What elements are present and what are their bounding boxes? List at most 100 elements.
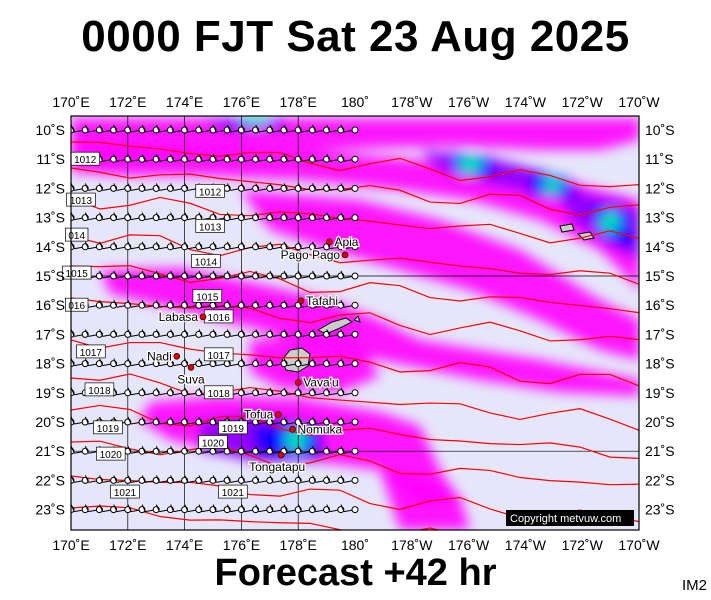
wind-barb xyxy=(127,329,146,338)
wind-barb-flag xyxy=(141,387,146,395)
wind-barb xyxy=(71,214,75,222)
wind-barb-flag xyxy=(241,212,246,220)
wind-barb-flag xyxy=(326,329,331,337)
wind-barb-flag xyxy=(312,300,317,308)
wind-barb-flag xyxy=(170,387,175,395)
place-name: Suva xyxy=(177,372,205,386)
wind-barb xyxy=(71,360,75,368)
place-dot xyxy=(294,379,302,386)
wind-barb-flag xyxy=(269,124,274,133)
place-marker: Nomuka xyxy=(289,421,344,438)
wind-barb xyxy=(99,329,118,338)
wind-barb-flag xyxy=(71,212,75,220)
wind-barb-flag xyxy=(113,475,118,483)
isobar-label-text: 1021 xyxy=(222,488,245,499)
wind-barb-flag xyxy=(155,446,160,454)
wind-barb-dot xyxy=(71,330,75,338)
isobar-label: 1013 xyxy=(195,219,225,233)
latitude-label-right: 15˚S xyxy=(645,268,675,284)
wind-barb xyxy=(340,212,359,222)
wind-barb-flag xyxy=(212,504,217,512)
latitude-label-left: 11˚S xyxy=(36,151,65,167)
longitude-label-top: 170˚W xyxy=(618,94,660,110)
isobar-label-box xyxy=(66,192,96,207)
isobar-label-box xyxy=(195,219,225,233)
wind-barb xyxy=(127,241,146,251)
isobar-label-box xyxy=(61,265,92,280)
wind-barb-flag xyxy=(297,212,302,220)
wind-barb-flag xyxy=(283,475,288,483)
wind-barb-flag xyxy=(326,212,331,220)
wind-barb xyxy=(198,241,217,251)
latitude-label-left: 14˚S xyxy=(35,239,65,255)
wind-barb-flag xyxy=(226,504,231,512)
wind-barb xyxy=(340,358,359,368)
latitude-label-left: 15˚S xyxy=(35,268,65,284)
wind-barb xyxy=(170,300,189,309)
wind-barb xyxy=(269,475,288,484)
place-name: Tofua xyxy=(244,408,274,422)
wind-barb-flag xyxy=(141,270,146,279)
isobar-label: 1020 xyxy=(198,435,228,449)
wind-barb-flag xyxy=(212,154,217,162)
wind-barb-flag xyxy=(184,504,189,512)
wind-barb-flag xyxy=(226,212,231,220)
place-marker: Suva xyxy=(176,364,206,388)
longitude-label-bottom: 174˚W xyxy=(505,537,547,553)
wind-barb-dot xyxy=(351,184,359,192)
wind-barb-flag xyxy=(198,475,203,483)
isobar-label-box xyxy=(218,484,248,499)
latitude-label-right: 11˚S xyxy=(645,151,674,167)
wind-barb-flag xyxy=(84,124,89,133)
map-title: 0000 FJT Sat 23 Aug 2025 xyxy=(81,12,630,61)
wind-barb-dot xyxy=(71,184,75,192)
wind-barb xyxy=(113,124,132,134)
wind-barb-flag xyxy=(170,475,175,483)
rain-core-1 xyxy=(542,179,562,193)
wind-barb xyxy=(269,183,288,192)
wind-barb xyxy=(283,446,302,455)
wind-barb xyxy=(71,124,89,134)
wind-barb-flag xyxy=(127,504,132,512)
place-dot xyxy=(289,425,296,433)
wind-barb-flag xyxy=(283,446,288,454)
wind-barb-flag xyxy=(170,300,175,308)
wind-barb-flag xyxy=(212,270,217,279)
longitude-label-top: 176˚W xyxy=(448,94,490,110)
wind-barb-flag xyxy=(340,212,345,220)
wind-barb-flag xyxy=(283,154,288,162)
wind-barb-flag xyxy=(184,387,189,395)
wind-barb xyxy=(71,504,89,514)
place-name: Pago Pago xyxy=(281,248,341,262)
wind-barb-flag xyxy=(326,183,331,191)
isobar-label-text: 1018 xyxy=(208,389,231,400)
wind-barb-dot xyxy=(71,418,75,426)
place-marker: Tafahi xyxy=(297,293,339,309)
wind-barb-dot xyxy=(71,214,75,222)
isobar-label-text: 1013 xyxy=(199,222,222,233)
isobar-label-box xyxy=(203,347,234,362)
isobar-label: 1015 xyxy=(61,265,92,280)
wind-barb-flag xyxy=(326,416,331,425)
wind-barb-dot xyxy=(351,447,359,455)
wind-barb-flag xyxy=(340,183,345,191)
wind-barb-flag xyxy=(255,270,260,279)
wind-barb-flag xyxy=(255,241,260,249)
longitude-label-bottom: 176˚W xyxy=(448,537,490,553)
isobar-label: 016 xyxy=(65,297,89,312)
wind-barb xyxy=(198,475,217,484)
isobar-label-text: 1016 xyxy=(208,313,231,324)
isobar-label-text: 1017 xyxy=(80,348,103,359)
place-marker: Apia xyxy=(326,234,360,250)
isobar-label-box xyxy=(76,344,106,359)
wind-barb-flag xyxy=(113,183,118,191)
wind-barb-flag xyxy=(141,446,146,454)
wind-barb-flag xyxy=(269,329,274,337)
isobar-label-box xyxy=(192,289,223,303)
wind-barb-flag xyxy=(297,154,302,162)
wind-barb-flag xyxy=(269,358,274,366)
wind-barb-flag xyxy=(170,504,175,512)
isobar-label-layer: 1012 1013 014 1015 016 1017 1018 1019 1020 1021 10… xyxy=(61,151,248,499)
